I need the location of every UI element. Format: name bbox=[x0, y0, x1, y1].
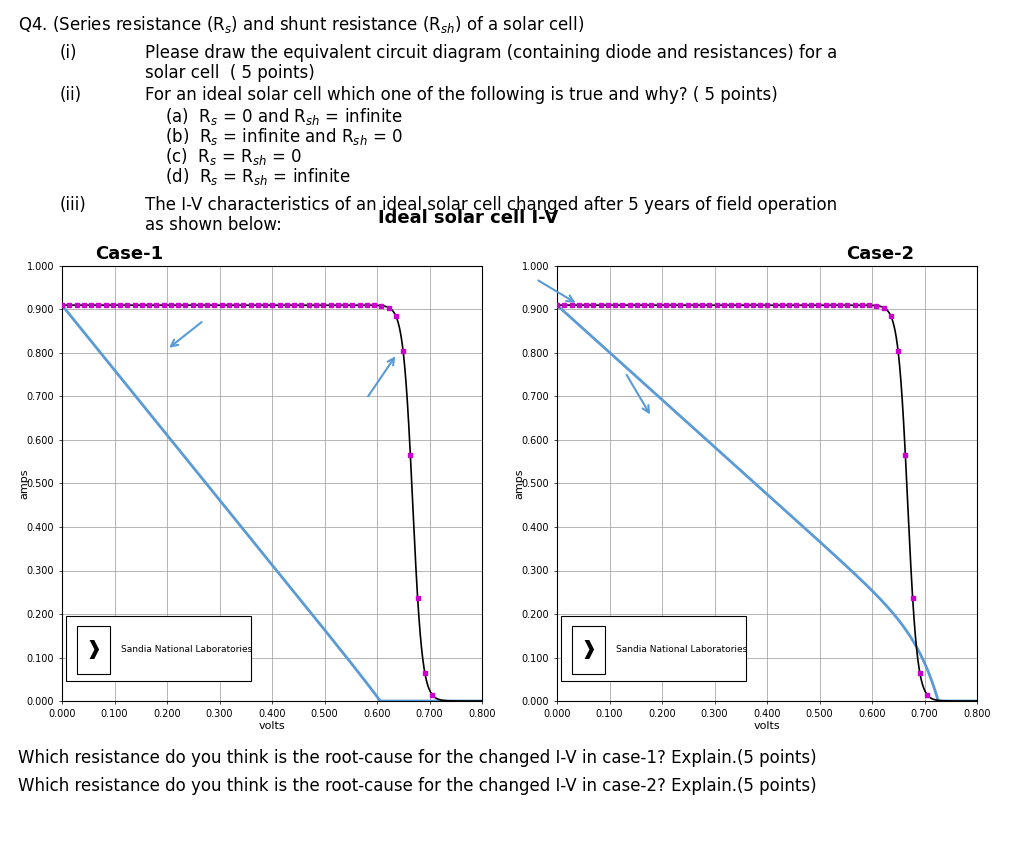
Text: ❱: ❱ bbox=[581, 640, 597, 659]
Text: Which resistance do you think is the root-cause for the changed I-V in case-1? E: Which resistance do you think is the roo… bbox=[18, 749, 816, 767]
Text: Case-2: Case-2 bbox=[846, 245, 914, 263]
FancyBboxPatch shape bbox=[561, 616, 746, 681]
Text: Ideal solar cell I-V: Ideal solar cell I-V bbox=[378, 210, 558, 228]
Y-axis label: amps: amps bbox=[19, 468, 29, 499]
Text: Please draw the equivalent circuit diagram (containing diode and resistances) fo: Please draw the equivalent circuit diagr… bbox=[145, 44, 838, 62]
Text: Q4. (Series resistance (R$_s$) and shunt resistance (R$_{sh}$) of a solar cell): Q4. (Series resistance (R$_s$) and shunt… bbox=[18, 14, 585, 35]
X-axis label: volts: volts bbox=[754, 722, 780, 731]
Y-axis label: amps: amps bbox=[514, 468, 524, 499]
Text: solar cell  ( 5 points): solar cell ( 5 points) bbox=[145, 64, 314, 82]
Text: (i): (i) bbox=[60, 44, 78, 62]
Text: (c)  R$_s$ = R$_{sh}$ = 0: (c) R$_s$ = R$_{sh}$ = 0 bbox=[165, 146, 302, 167]
FancyBboxPatch shape bbox=[77, 625, 111, 673]
Text: (ii): (ii) bbox=[60, 86, 82, 104]
Text: as shown below:: as shown below: bbox=[145, 216, 282, 234]
X-axis label: volts: volts bbox=[259, 722, 286, 731]
Text: Sandia National Laboratories: Sandia National Laboratories bbox=[615, 645, 748, 655]
Text: (b)  R$_s$ = infinite and R$_{sh}$ = 0: (b) R$_s$ = infinite and R$_{sh}$ = 0 bbox=[165, 126, 402, 147]
Text: (d)  R$_s$ = R$_{sh}$ = infinite: (d) R$_s$ = R$_{sh}$ = infinite bbox=[165, 166, 350, 187]
Text: ❱: ❱ bbox=[85, 640, 101, 659]
FancyBboxPatch shape bbox=[67, 616, 251, 681]
Text: Sandia National Laboratories: Sandia National Laboratories bbox=[121, 645, 252, 655]
Text: For an ideal solar cell which one of the following is true and why? ( 5 points): For an ideal solar cell which one of the… bbox=[145, 86, 778, 104]
Text: (a)  R$_s$ = 0 and R$_{sh}$ = infinite: (a) R$_s$ = 0 and R$_{sh}$ = infinite bbox=[165, 106, 402, 127]
Text: Which resistance do you think is the root-cause for the changed I-V in case-2? E: Which resistance do you think is the roo… bbox=[18, 777, 816, 795]
Text: Case-1: Case-1 bbox=[95, 245, 164, 263]
FancyBboxPatch shape bbox=[571, 625, 605, 673]
Text: The I-V characteristics of an ideal solar cell changed after 5 years of field op: The I-V characteristics of an ideal sola… bbox=[145, 196, 838, 214]
Text: (iii): (iii) bbox=[60, 196, 87, 214]
